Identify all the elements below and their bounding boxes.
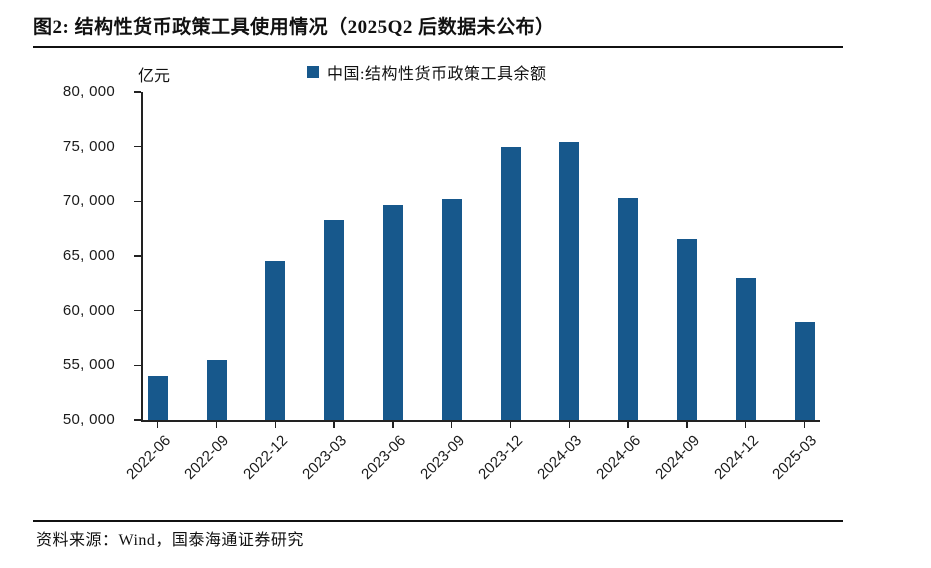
bar-2023-06 <box>382 204 403 420</box>
y-axis-tick-label: 80, 000 <box>62 83 115 100</box>
footer-rule <box>33 520 843 522</box>
y-axis-tick <box>134 364 141 367</box>
legend-label: 中国:结构性货币政策工具余额 <box>327 66 547 83</box>
x-axis-tick <box>274 422 277 428</box>
x-axis-tick-label: 2025-03 <box>769 432 821 483</box>
x-axis-tick <box>215 422 218 428</box>
legend: 中国:结构性货币政策工具余额 <box>307 60 546 84</box>
bar-2023-12 <box>500 146 521 420</box>
x-axis-tick-label: 2024-12 <box>710 432 762 483</box>
bar-2022-06 <box>147 376 168 420</box>
y-axis-tick-label: 65, 000 <box>62 247 115 264</box>
y-axis-tick <box>134 309 141 312</box>
bar-2024-12 <box>735 277 756 420</box>
bar-2023-03 <box>324 219 345 420</box>
x-axis-tick-label: 2022-06 <box>122 432 174 483</box>
x-axis-tick-label: 2023-12 <box>475 432 527 483</box>
y-axis-tick <box>134 255 141 257</box>
bar-2024-09 <box>676 238 697 420</box>
source-note: 资料来源：Wind，国泰海通证券研究 <box>36 532 304 549</box>
y-axis-tick-label: 50, 000 <box>62 411 115 428</box>
legend-square-marker <box>307 66 319 78</box>
x-axis-tick <box>803 422 806 428</box>
y-axis-tick-label: 55, 000 <box>62 356 115 374</box>
y-axis-tick-label: 60, 000 <box>62 301 115 319</box>
x-axis-tick-label: 2022-12 <box>240 432 292 483</box>
x-axis-tick <box>450 422 453 428</box>
bar-2023-09 <box>441 199 462 420</box>
x-axis-tick <box>509 422 512 428</box>
x-axis-tick-label: 2024-03 <box>534 432 586 483</box>
y-axis-tick-label: 70, 000 <box>62 192 115 210</box>
x-axis-tick <box>744 422 747 428</box>
x-axis-tick-label: 2022-09 <box>181 432 233 483</box>
y-axis-unit-label: 亿元 <box>138 68 171 85</box>
bar-2025-03 <box>794 321 815 420</box>
y-axis-tick <box>134 145 141 148</box>
x-axis-tick-label: 2023-03 <box>299 432 351 483</box>
y-axis-tick-label: 75, 000 <box>62 137 115 155</box>
y-axis-tick <box>134 419 141 421</box>
title-rule <box>33 46 843 48</box>
x-axis-tick-label: 2024-09 <box>651 432 703 483</box>
x-axis-tick <box>333 422 335 428</box>
x-axis-tick-label: 2023-06 <box>357 432 409 483</box>
x-axis-tick <box>568 422 571 428</box>
bar-2022-09 <box>206 359 227 420</box>
y-axis-tick <box>134 200 141 203</box>
x-axis-tick-label: 2024-06 <box>593 432 645 483</box>
x-axis-tick <box>627 422 629 428</box>
bar-2024-06 <box>618 198 639 420</box>
y-axis-tick <box>134 91 141 93</box>
x-axis-tick-label: 2023-09 <box>416 432 468 483</box>
bar-2022-12 <box>265 261 286 420</box>
x-axis-tick <box>392 422 394 428</box>
x-axis-tick <box>686 422 688 428</box>
bar-2024-03 <box>559 142 580 420</box>
plot-area <box>134 91 820 428</box>
figure-title: 图2: 结构性货币政策工具使用情况（2025Q2 后数据未公布） <box>33 17 555 38</box>
x-axis-tick <box>156 422 159 428</box>
